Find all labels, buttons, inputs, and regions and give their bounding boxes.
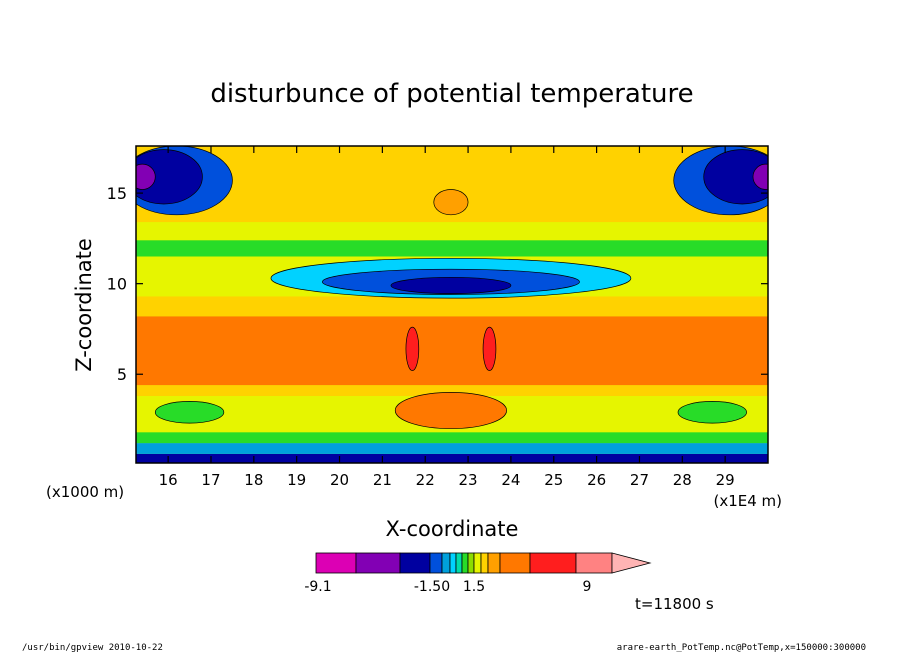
contour-band bbox=[136, 443, 768, 454]
x-tick-label: 29 bbox=[716, 471, 735, 489]
colorbar-cell bbox=[529, 552, 577, 574]
contour-feature bbox=[154, 401, 225, 424]
contour-band bbox=[136, 385, 768, 396]
contour-feature bbox=[482, 326, 497, 371]
x-tick-label: 26 bbox=[587, 471, 606, 489]
chart-title: disturbunce of potential temperature bbox=[210, 79, 693, 109]
x-tick-label: 28 bbox=[673, 471, 692, 489]
plot-frame bbox=[135, 145, 769, 464]
x-tick-label: 27 bbox=[630, 471, 649, 489]
contour-feature bbox=[136, 163, 156, 190]
colorbar-label: 9 bbox=[583, 579, 592, 595]
colorbar-cell bbox=[499, 552, 531, 574]
footer-left: /usr/bin/gpview 2010-10-22 bbox=[22, 643, 163, 653]
y-tick-label: 10 bbox=[107, 275, 127, 294]
plot-area bbox=[136, 146, 768, 463]
contour-feature bbox=[752, 163, 768, 190]
colorbar-cell bbox=[575, 552, 613, 574]
colorbar-cell bbox=[355, 552, 401, 574]
footer-right: arare-earth_PotTemp.nc@PotTemp,x=150000:… bbox=[617, 643, 866, 653]
colorbar-cell bbox=[480, 552, 489, 574]
x-tick-label: 21 bbox=[373, 471, 392, 489]
colorbar-cell bbox=[461, 552, 469, 574]
contour-band bbox=[136, 453, 768, 463]
time-annotation: t=11800 s bbox=[635, 595, 714, 613]
colorbar-cell bbox=[487, 552, 501, 574]
contour-band bbox=[136, 240, 768, 257]
colorbar-cell bbox=[467, 552, 475, 574]
colorbar-cell bbox=[455, 552, 463, 574]
contour-feature bbox=[390, 276, 512, 294]
colorbar-cell bbox=[449, 552, 457, 574]
contour-feature bbox=[136, 149, 203, 205]
colorbar-cell bbox=[473, 552, 482, 574]
x-tick-label: 24 bbox=[501, 471, 520, 489]
colorbar-label: -9.1 bbox=[304, 579, 331, 595]
contour-feature bbox=[433, 189, 469, 216]
colorbar-cell bbox=[315, 552, 357, 574]
colorbar-cell bbox=[429, 552, 443, 574]
x-unit-label: (x1E4 m) bbox=[713, 492, 782, 510]
contour-band bbox=[136, 432, 768, 444]
contour-feature bbox=[677, 401, 747, 424]
y-tick-label: 15 bbox=[107, 184, 127, 203]
contour-band bbox=[136, 296, 768, 317]
contour-feature bbox=[405, 326, 420, 371]
colorbar-label: 1.5 bbox=[463, 579, 485, 595]
x-tick-label: 17 bbox=[201, 471, 220, 489]
colorbar-arrow bbox=[611, 552, 652, 574]
contour-feature bbox=[703, 149, 768, 205]
x-tick-label: 23 bbox=[459, 471, 478, 489]
x-tick-label: 16 bbox=[159, 471, 178, 489]
colorbar-label: -1.50 bbox=[414, 579, 450, 595]
x-tick-label: 19 bbox=[287, 471, 306, 489]
contour-band bbox=[136, 222, 768, 241]
colorbar-cell bbox=[441, 552, 451, 574]
x-tick-label: 25 bbox=[544, 471, 563, 489]
y-tick-label: 5 bbox=[117, 365, 127, 384]
x-tick-label: 20 bbox=[330, 471, 349, 489]
contour-band bbox=[136, 316, 768, 386]
x-tick-label: 18 bbox=[244, 471, 263, 489]
colorbar: -9.1 -1.50 1.5 9 bbox=[304, 552, 652, 595]
y-unit-label: (x1000 m) bbox=[46, 483, 124, 501]
contour-feature bbox=[394, 392, 507, 429]
colorbar-cell bbox=[399, 552, 431, 574]
x-axis-label: X-coordinate bbox=[386, 517, 519, 541]
x-tick-label: 22 bbox=[416, 471, 435, 489]
y-axis-label: Z-coordinate bbox=[72, 238, 96, 372]
